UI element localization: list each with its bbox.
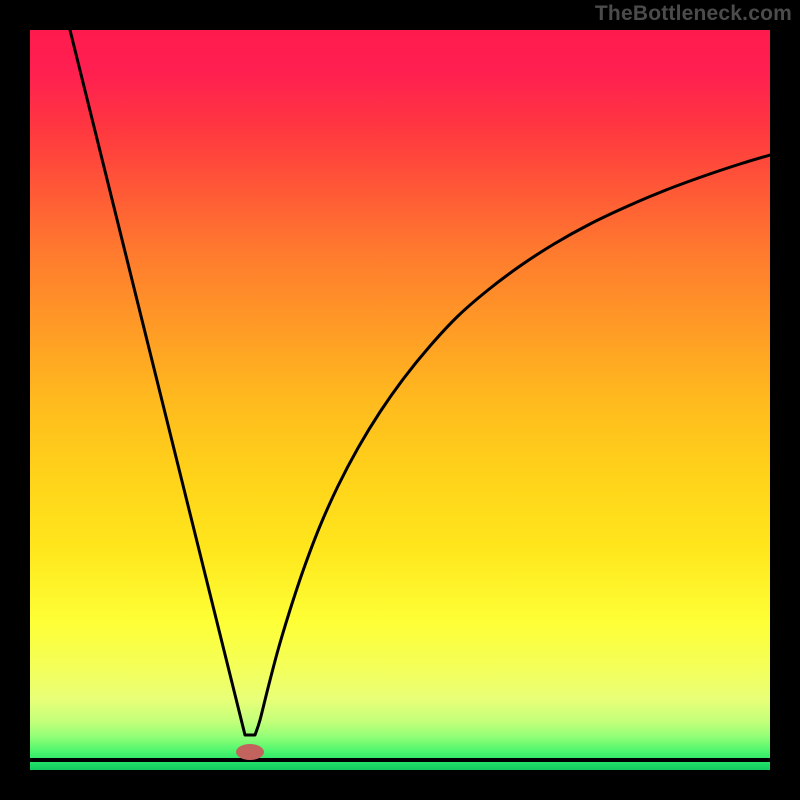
chart-frame: TheBottleneck.com	[0, 0, 800, 800]
optimal-point-marker	[236, 744, 264, 760]
bottleneck-curve-chart	[0, 0, 800, 800]
attribution-text: TheBottleneck.com	[595, 2, 792, 26]
plot-background-gradient	[30, 30, 770, 770]
